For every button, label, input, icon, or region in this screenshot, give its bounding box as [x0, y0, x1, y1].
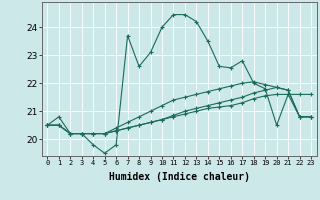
- X-axis label: Humidex (Indice chaleur): Humidex (Indice chaleur): [109, 172, 250, 182]
